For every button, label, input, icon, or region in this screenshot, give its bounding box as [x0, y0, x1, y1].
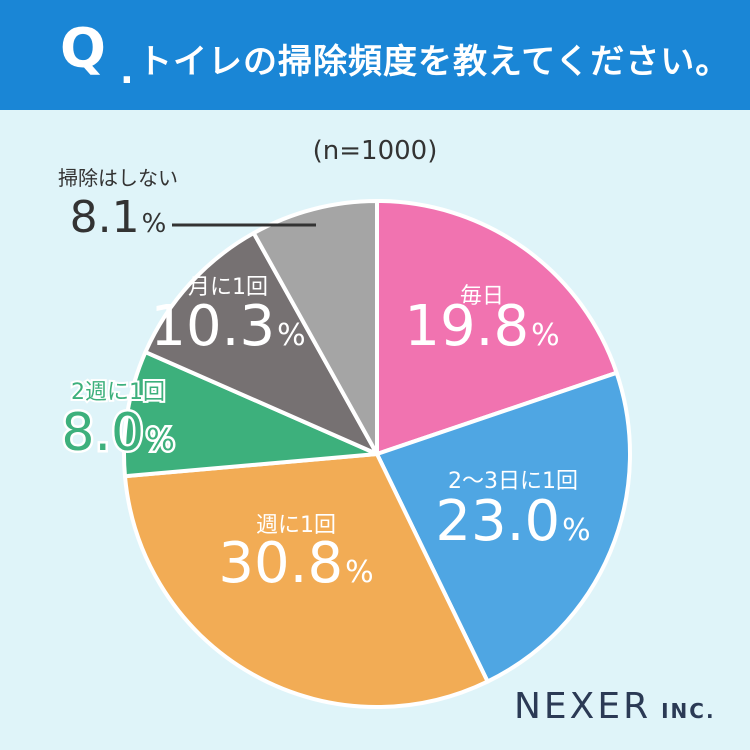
brand-name: NEXER: [514, 686, 652, 727]
slice-value: 8.1%: [70, 192, 167, 243]
q-mark: Q: [60, 17, 106, 80]
slice-label: 2〜3日に1回: [448, 469, 578, 494]
pie-slice: [375, 370, 632, 684]
brand-suffix: INC.: [661, 699, 716, 723]
slice-value: 23.0%: [435, 489, 590, 554]
slice-value: 10.3%: [150, 294, 305, 359]
slice-label: 毎日: [460, 284, 504, 309]
slice-label: 2週に1回: [71, 380, 165, 405]
sample-size: (n=1000): [312, 136, 438, 166]
q-dot: .: [120, 51, 134, 92]
slice-label: 掃除はしない: [58, 166, 178, 190]
slice-label: 月に1回: [188, 275, 268, 300]
brand-logo: NEXER INC.: [514, 686, 716, 727]
pie-slice: [251, 199, 379, 456]
slice-label: 週に1回: [256, 513, 336, 538]
pie-slice: [375, 199, 619, 456]
slice-value: 19.8%: [404, 294, 559, 359]
question-header: Q . トイレの掃除頻度を教えてください。: [0, 0, 750, 110]
slice-value: 30.8%: [218, 531, 373, 596]
pie-slice: [122, 452, 490, 709]
question-text: トイレの掃除頻度を教えてください。: [138, 42, 731, 82]
pie-slice: [143, 231, 379, 456]
slice-value: 8.0%: [61, 403, 174, 463]
pie-slice: [122, 350, 379, 479]
